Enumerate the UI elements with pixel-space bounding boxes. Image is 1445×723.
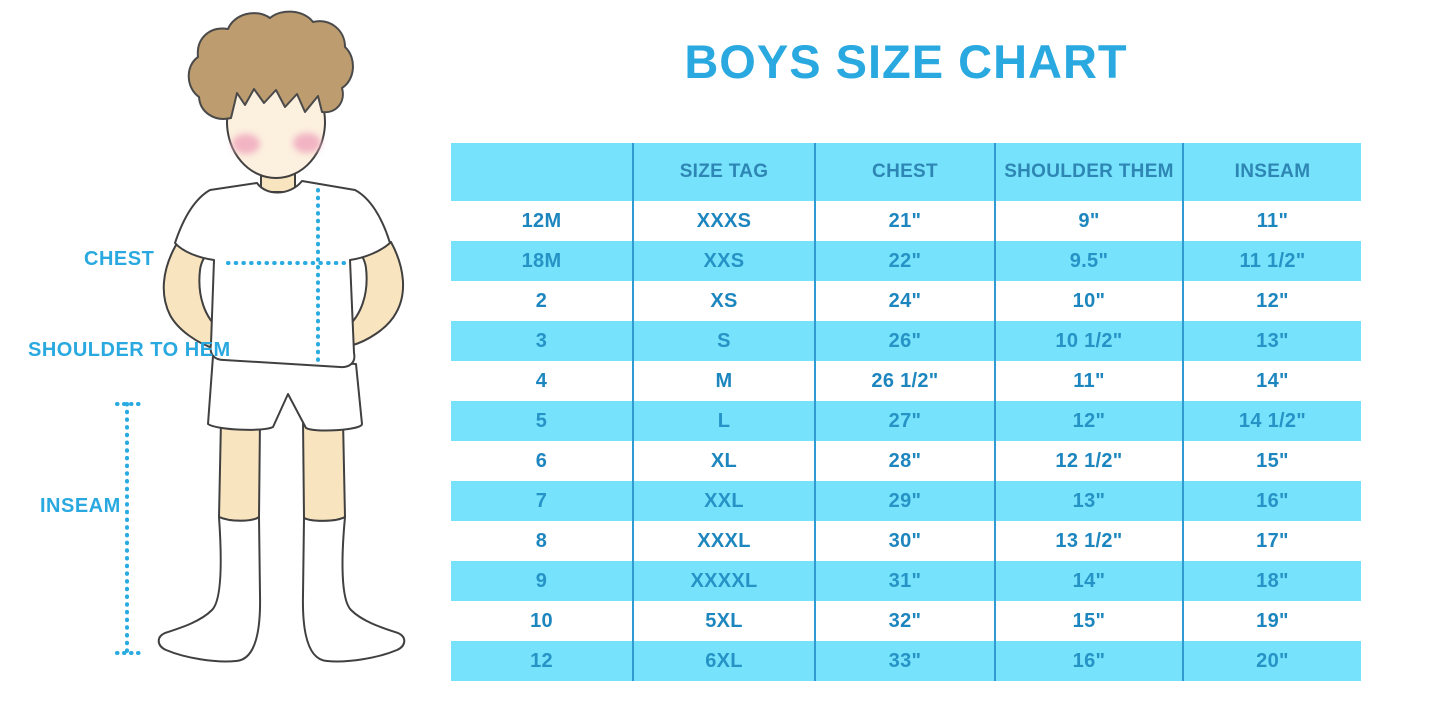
size-cell: 3: [451, 321, 634, 361]
left-leg: [217, 419, 262, 522]
table-row: 9 XXXXL 31" 14" 18": [451, 561, 1361, 601]
col-header-chest: CHEST: [815, 143, 996, 201]
size-cell: 20": [1256, 649, 1289, 672]
size-cell: 17": [1256, 529, 1289, 552]
size-cell: XXXXL: [633, 561, 816, 601]
size-cell: 15": [1256, 449, 1289, 472]
size-cell: 15": [995, 601, 1184, 641]
size-cell: 14": [995, 561, 1184, 601]
size-cell: 28": [815, 441, 996, 481]
table-row: 4 M 26 1/2" 11" 14": [451, 361, 1361, 401]
size-cell: XL: [633, 441, 816, 481]
col-header-shoulder: SHOULDER THEM: [995, 143, 1184, 201]
size-cell: 26": [815, 321, 996, 361]
size-cell: 7: [451, 481, 634, 521]
size-cell: 26 1/2": [815, 361, 996, 401]
size-cell: 5: [451, 401, 634, 441]
chest-label: CHEST: [84, 248, 155, 270]
t-shirt: [174, 180, 391, 369]
shorts: [207, 355, 363, 432]
size-cell: 12: [451, 641, 634, 681]
size-cell: 2: [451, 281, 634, 321]
size-cell: 12": [1256, 289, 1289, 312]
size-cell: 33": [815, 641, 996, 681]
table-row: 12 6XL 33" 16" 20": [451, 641, 1361, 681]
table-row: 5 L 27" 12" 14 1/2": [451, 401, 1361, 441]
right-leg: [301, 419, 347, 522]
size-cell: 6XL: [633, 641, 816, 681]
hair: [187, 10, 354, 120]
size-cell: 14": [1256, 369, 1289, 392]
size-cell: 13 1/2": [995, 521, 1184, 561]
size-cell: 5XL: [633, 601, 816, 641]
size-cell: 21": [815, 201, 996, 241]
size-cell: 16": [1256, 489, 1289, 512]
size-cell: M: [633, 361, 816, 401]
table-row: 2 XS 24" 10" 12": [451, 281, 1361, 321]
size-cell: 31": [815, 561, 996, 601]
header-row: SIZE TAG CHEST SHOULDER THEM INSEAM: [451, 143, 1361, 201]
size-cell: 13": [1256, 329, 1289, 352]
col-header-inseam: INSEAM: [1183, 143, 1361, 201]
size-cell: 12M: [451, 201, 634, 241]
size-cell: 8: [451, 521, 634, 561]
size-cell: XXXS: [633, 201, 816, 241]
table-row: 8 XXXL 30" 13 1/2" 17": [451, 521, 1361, 561]
right-cheek: [293, 133, 321, 153]
size-cell: 12 1/2": [995, 441, 1184, 481]
left-cheek: [232, 134, 260, 154]
table-row: 6 XL 28" 12 1/2" 15": [451, 441, 1361, 481]
size-cell: 32": [815, 601, 996, 641]
size-cell: S: [633, 321, 816, 361]
size-cell: 18M: [451, 241, 634, 281]
size-cell: 19": [1256, 609, 1289, 632]
size-cell: 12": [995, 401, 1184, 441]
table-row: 18M XXS 22" 9.5" 11 1/2": [451, 241, 1361, 281]
size-cell: 13": [995, 481, 1184, 521]
size-cell: 10": [995, 281, 1184, 321]
table-row: 7 XXL 29" 13" 16": [451, 481, 1361, 521]
size-cell: 4: [451, 361, 634, 401]
size-cell: 11": [1256, 209, 1289, 232]
col-header-size-tag: SIZE TAG: [633, 143, 816, 201]
size-cell: 22": [815, 241, 996, 281]
size-table: SIZE TAG CHEST SHOULDER THEM INSEAM 12M X…: [451, 143, 1361, 681]
table-row: 3 S 26" 10 1/2" 13": [451, 321, 1361, 361]
size-cell: 10 1/2": [995, 321, 1184, 361]
shoulder-to-hem-label: SHOULDER TO HEM: [28, 339, 231, 361]
inseam-label: INSEAM: [40, 495, 121, 517]
table-row: 10 5XL 32" 15" 19": [451, 601, 1361, 641]
size-cell: 11 1/2": [1239, 249, 1306, 272]
size-cell: 16": [995, 641, 1184, 681]
size-cell: 14 1/2": [1238, 409, 1307, 432]
size-cell: 30": [815, 521, 996, 561]
table-row: 12M XXXS 21" 9" 11": [451, 201, 1361, 241]
size-cell: 29": [815, 481, 996, 521]
left-sock: [157, 516, 262, 663]
size-cell: 6: [451, 441, 634, 481]
size-cell: L: [633, 401, 816, 441]
boy-measurement-diagram: CHEST SHOULDER TO HEM INSEAM: [0, 0, 445, 723]
size-cell: 24": [815, 281, 996, 321]
size-cell: 9.5": [995, 241, 1184, 281]
size-cell: XXS: [633, 241, 816, 281]
size-cell: 10: [451, 601, 634, 641]
page-title: BOYS SIZE CHART: [684, 35, 1128, 88]
size-cell: 27": [815, 401, 996, 441]
size-cell: XXL: [633, 481, 816, 521]
size-cell: 9: [451, 561, 634, 601]
size-cell: 11": [995, 361, 1184, 401]
boy-illustration: [115, 10, 406, 663]
size-cell: 9": [995, 201, 1184, 241]
size-cell: XS: [633, 281, 816, 321]
col-header-size: [451, 143, 634, 201]
size-cell: 18": [1256, 569, 1289, 592]
size-cell: XXXL: [633, 521, 816, 561]
right-sock: [301, 516, 406, 663]
